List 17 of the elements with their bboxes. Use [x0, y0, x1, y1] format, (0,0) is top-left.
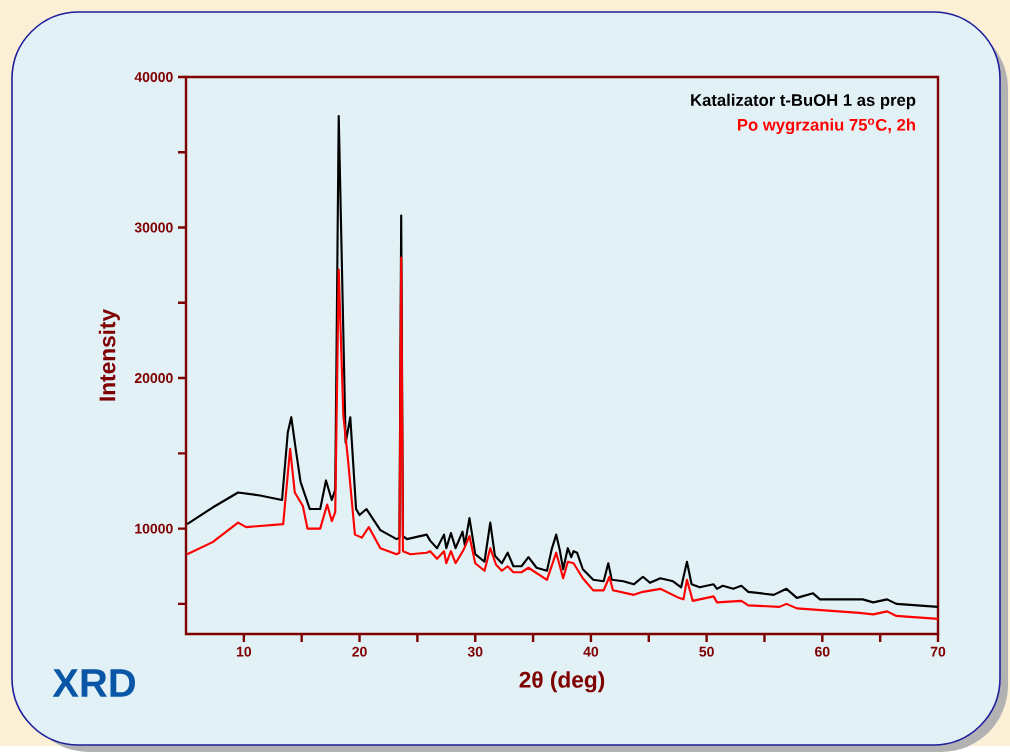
x-tick-label: 30 [467, 646, 483, 657]
x-axis-title: 2θ (deg) [519, 671, 605, 693]
text: Katalizator t-BuOH 1 as prep [691, 93, 916, 110]
y-tick-label: 40000 [134, 72, 173, 82]
y-tick-label: 30000 [134, 222, 173, 233]
x-tick-label: 60 [815, 646, 830, 657]
y-tick-label: 20000 [134, 373, 173, 384]
line-series [186, 256, 938, 620]
text: Po wygrzaniu 75$^{o}$C, 2h [738, 118, 915, 135]
x-tick-label: 50 [699, 646, 714, 657]
text: XRD [52, 669, 136, 697]
x-tick-label: 70 [930, 646, 946, 657]
x-tick-label: 20 [352, 646, 367, 657]
y-tick-label: 10000 [135, 523, 173, 534]
y-axis-title: Intensity [98, 309, 120, 401]
x-tick-label: 40 [583, 646, 599, 657]
x-tick-label: 10 [236, 646, 252, 657]
